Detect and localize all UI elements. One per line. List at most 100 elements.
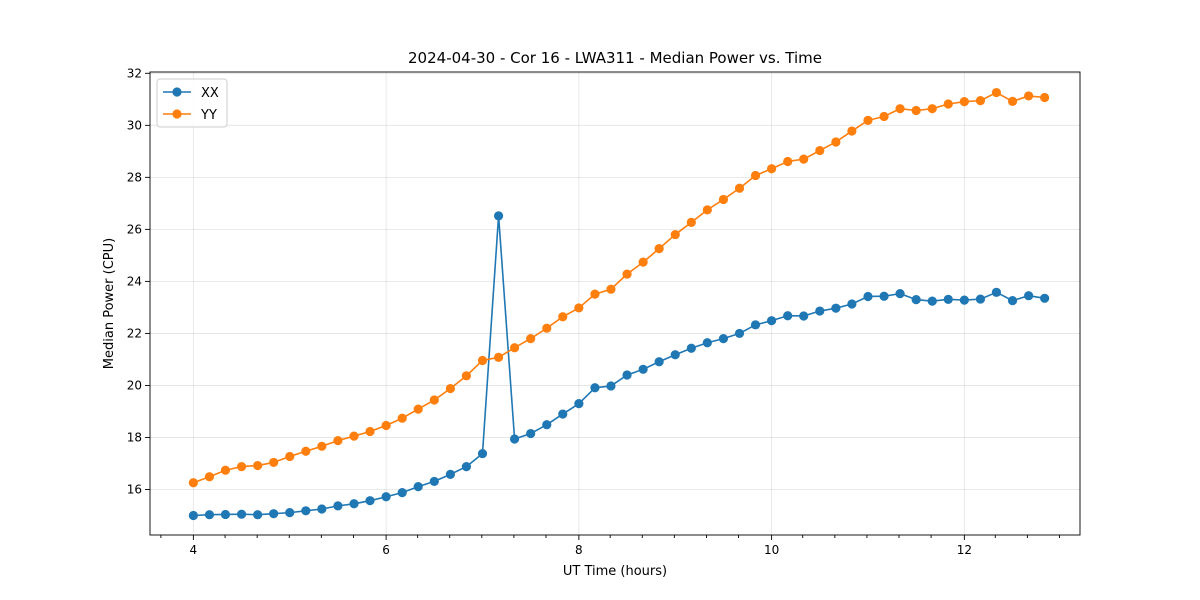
data-point-xx [1007,296,1018,306]
data-point-xx [927,296,937,306]
data-point-yy [767,164,777,174]
data-point-xx [863,291,873,302]
data-point-yy [1040,92,1050,103]
data-point-yy [477,355,488,366]
data-point-yy [317,441,327,451]
data-point-xx [429,476,439,487]
data-point-yy [815,145,825,156]
y-tick-label: 20 [127,378,142,392]
data-point-yy [975,96,986,106]
data-point-xx [285,508,295,518]
data-point-xx [799,311,809,321]
y-tick-label: 18 [127,430,142,444]
data-point-yy [991,87,1002,98]
data-point-yy [509,343,520,353]
legend-item-yy: YY [163,108,217,123]
data-point-yy [574,303,584,313]
data-point-yy [606,284,616,294]
data-point-yy [863,115,873,125]
series-layer [188,87,1050,521]
data-point-yy [269,457,279,468]
data-point-yy [493,352,504,362]
data-point-yy [253,460,263,471]
data-point-xx [702,338,712,348]
data-point-xx [815,306,825,316]
y-tick-label: 30 [127,118,142,132]
data-point-xx [895,289,905,299]
data-point-yy [959,97,969,107]
legend-marker [172,87,182,97]
data-point-xx [333,501,343,511]
data-point-yy [783,156,793,167]
data-point-xx [445,469,455,479]
data-point-xx [654,357,664,367]
data-point-yy [670,229,680,240]
data-point-xx [943,294,953,304]
x-tick-label: 8 [575,543,583,557]
data-point-yy [365,426,375,437]
grid [150,72,1080,535]
data-point-yy [397,413,407,423]
data-point-xx [542,420,552,430]
data-point-xx [911,294,921,305]
data-point-xx [734,328,745,339]
data-point-xx [301,506,311,516]
data-point-xx [959,295,969,305]
data-point-yy [542,323,552,333]
data-point-xx [526,428,536,439]
data-point-xx [574,399,584,409]
data-point-yy [943,99,953,109]
data-point-yy [911,105,921,116]
data-point-yy [734,183,745,193]
data-point-xx [558,409,568,419]
y-tick-label: 22 [127,326,142,340]
data-point-xx [750,320,761,330]
data-point-yy [285,451,295,462]
legend-label: XX [201,86,219,101]
data-point-xx [317,504,327,514]
x-axis-label: UT Time (hours) [563,564,667,579]
data-point-xx [1040,293,1050,303]
data-point-xx [269,509,279,519]
data-point-yy [301,446,311,456]
series-xx [188,211,1050,521]
data-point-xx [767,316,777,326]
data-point-xx [831,303,841,313]
data-point-yy [381,420,391,431]
data-point-xx [783,311,793,321]
data-point-xx [638,364,648,374]
data-point-yy [895,104,905,114]
y-tick-label: 26 [127,222,142,236]
data-point-yy [927,104,937,114]
x-tick-label: 10 [764,543,779,557]
data-point-xx [509,434,520,444]
x-tick-label: 6 [382,543,390,557]
data-point-xx [381,492,391,502]
data-point-xx [349,499,359,509]
data-point-xx [670,350,680,360]
data-point-yy [750,170,761,181]
data-point-yy [558,312,568,322]
data-point-xx [461,461,471,472]
data-point-xx [622,370,632,380]
data-point-yy [638,257,648,267]
x-tick-label: 4 [190,543,198,557]
data-point-xx [606,381,616,391]
data-point-xx [975,294,986,304]
data-point-xx [686,343,696,353]
data-point-yy [718,194,729,205]
data-point-xx [590,383,600,393]
data-point-yy [349,431,359,441]
data-point-xx [220,509,231,520]
data-point-yy [413,404,423,414]
data-point-yy [686,217,696,227]
data-point-yy [188,478,198,488]
data-point-xx [493,211,504,221]
legend-label: YY [200,108,217,123]
data-point-yy [654,244,664,254]
data-point-yy [526,334,536,344]
data-point-xx [204,510,215,520]
axes-frame [149,71,1081,536]
y-tick-label: 32 [127,66,142,80]
